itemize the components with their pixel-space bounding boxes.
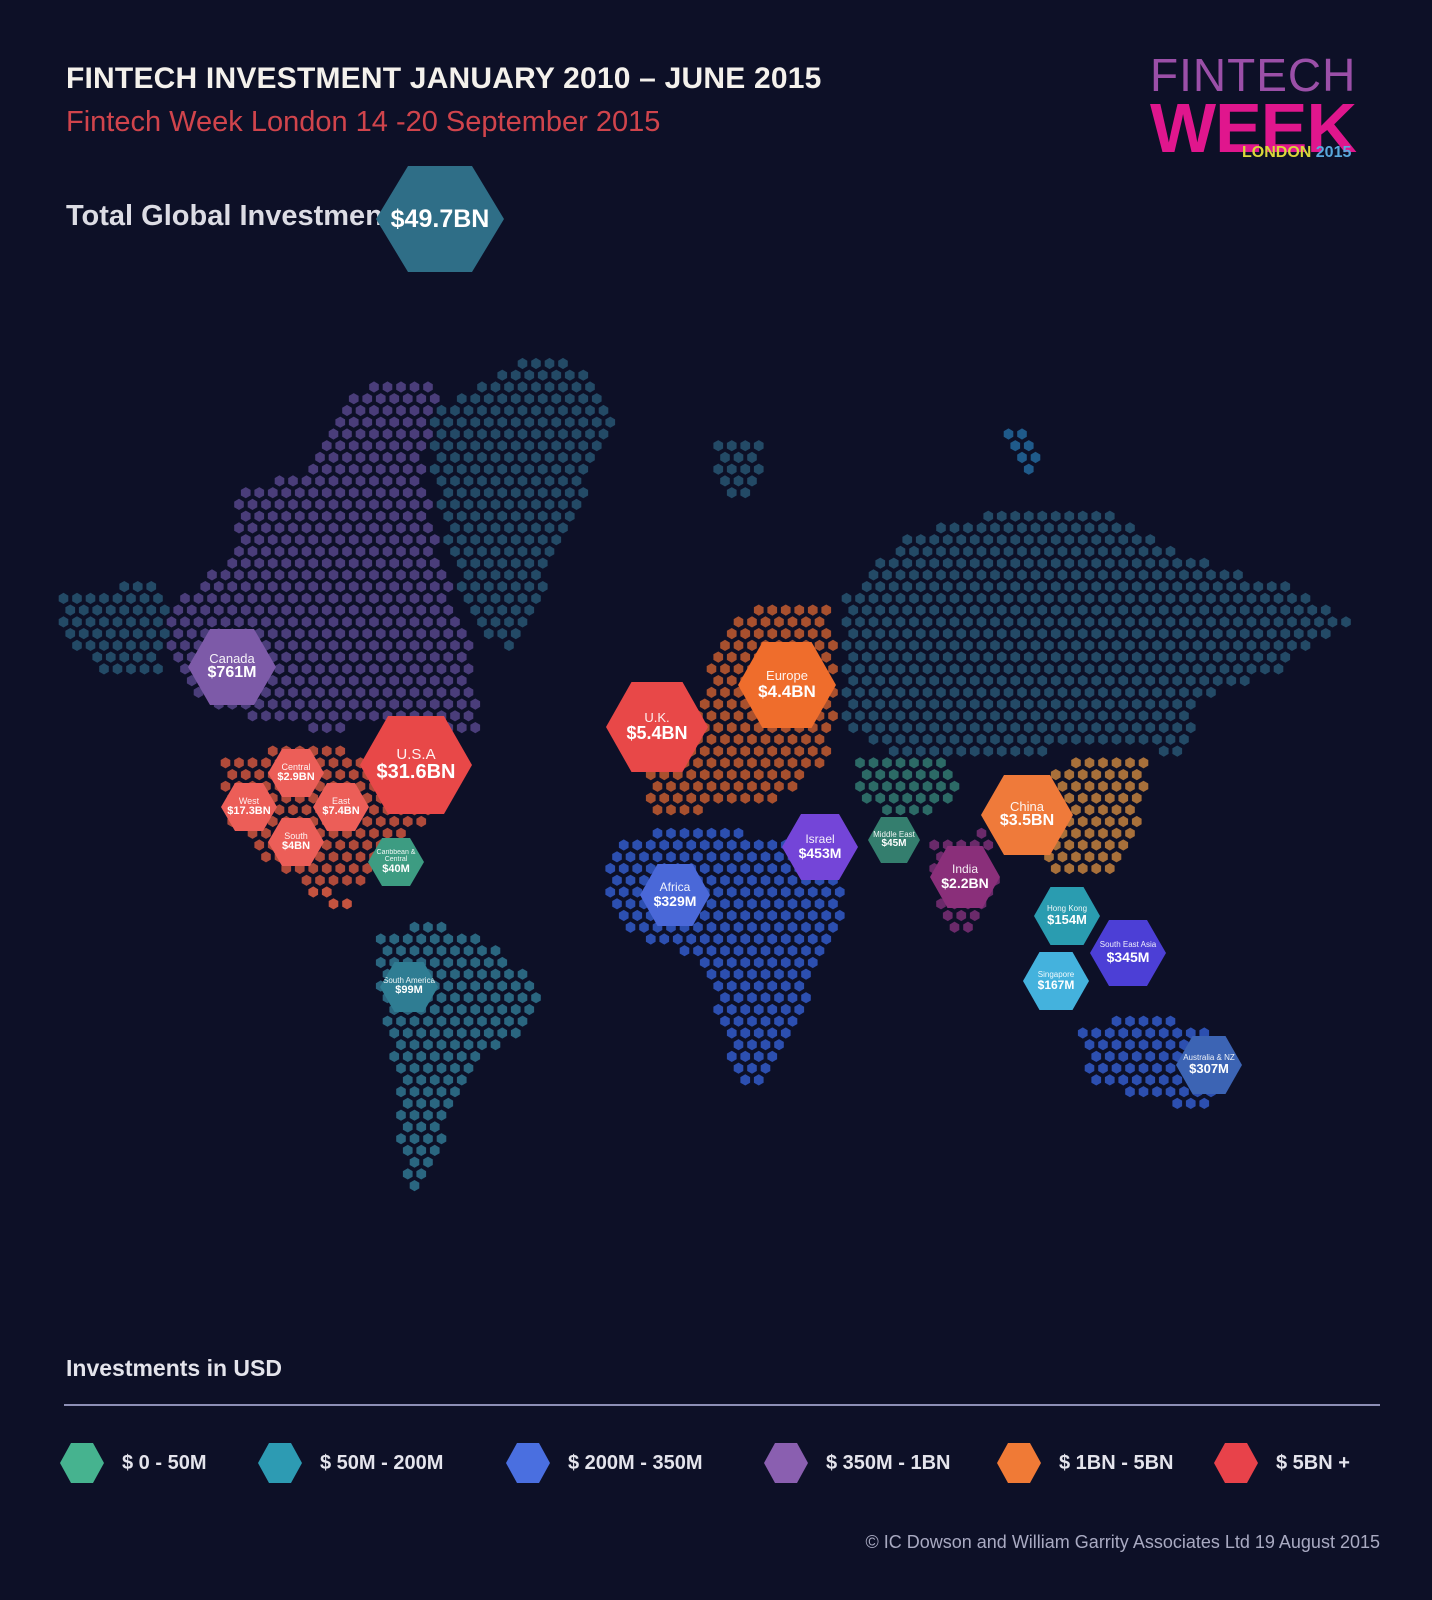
region-badge-singapore: Singapore $167M — [1023, 952, 1089, 1010]
legend-hex-icon — [997, 1443, 1041, 1483]
region-name: Hong Kong — [1046, 903, 1088, 913]
legend-label: $ 1BN - 5BN — [1059, 1451, 1174, 1474]
region-name: East — [331, 795, 350, 806]
legend-item-1bn-5bn: $ 1BN - 5BN — [997, 1440, 1173, 1486]
region-value: $345M — [1106, 948, 1150, 965]
legend-item-0-50m: $ 0 - 50M — [60, 1440, 206, 1486]
fintech-week-logo: FINTECH WEEK LONDON 2015 — [1150, 49, 1370, 167]
region-badge-hong-kong: Hong Kong $154M — [1034, 887, 1100, 945]
region-value: $167M — [1037, 977, 1075, 992]
region-name: U.S.A — [396, 745, 436, 763]
legend-divider — [64, 1404, 1380, 1406]
copyright-footer: © IC Dowson and William Garrity Associat… — [865, 1532, 1380, 1552]
logo-line-fintech: FINTECH — [1150, 49, 1357, 101]
region-name: Africa — [659, 880, 691, 895]
legend-hex-icon — [764, 1443, 808, 1483]
page-title: FINTECH INVESTMENT JANUARY 2010 – JUNE 2… — [66, 62, 822, 95]
region-value: $45M — [881, 837, 907, 849]
region-value: $2.2BN — [941, 874, 989, 891]
region-badge-caribbean-central: Caribbean & Central $40M — [368, 838, 424, 886]
page-subtitle: Fintech Week London 14 -20 September 201… — [66, 106, 661, 138]
region-badge-africa: Africa $329M — [640, 864, 710, 926]
region-name: Caribbean & Central — [376, 848, 416, 864]
region-badge-east: East $7.4BN — [313, 783, 369, 831]
region-value: $4.4BN — [758, 681, 816, 701]
region-name: Singapore — [1037, 969, 1075, 979]
region-name: China — [1010, 798, 1044, 814]
region-value: $2.9BN — [277, 770, 315, 783]
legend-hex-icon — [60, 1443, 104, 1483]
legend-hex-icon — [1214, 1443, 1258, 1483]
legend-hex-icon — [506, 1443, 550, 1483]
legend-label: $ 5BN + — [1276, 1451, 1350, 1474]
logo-line-london: LONDON 2015 — [1242, 144, 1351, 162]
region-badge-u-k: U.K. $5.4BN — [606, 682, 708, 772]
legend-label: $ 0 - 50M — [122, 1451, 207, 1474]
region-value: $329M — [653, 892, 697, 909]
region-value: $99M — [395, 984, 423, 997]
region-name: Europe — [766, 668, 808, 684]
region-name: South East Asia — [1099, 940, 1157, 950]
legend-label: $ 350M - 1BN — [826, 1451, 951, 1474]
region-value: $31.6BN — [376, 761, 456, 784]
region-name: Central — [281, 761, 311, 772]
region-name: U.K. — [644, 709, 670, 725]
region-badge-israel: Israel $453M — [782, 814, 858, 880]
legend-title: Investments in USD — [66, 1355, 282, 1381]
region-name: South America — [382, 976, 436, 986]
region-badge-south: South $4BN — [268, 818, 324, 866]
logo-london: LONDON — [1242, 144, 1312, 161]
region-name: Middle East — [873, 829, 915, 839]
region-value: $7.4BN — [322, 804, 360, 817]
region-name: Canada — [209, 650, 255, 666]
region-name: Australia & NZ — [1183, 1052, 1235, 1062]
region-value: $453M — [798, 844, 842, 861]
region-name: Israel — [805, 832, 835, 847]
region-badge-central: Central $2.9BN — [268, 749, 324, 797]
legend-item-50m-200m: $ 50M - 200M — [258, 1440, 443, 1486]
region-name: South — [284, 830, 308, 841]
legend-hex-icon — [258, 1443, 302, 1483]
logo-year: 2015 — [1315, 144, 1352, 161]
region-value: $5.4BN — [626, 723, 688, 744]
region-value: $3.5BN — [999, 812, 1055, 830]
legend-label: $ 200M - 350M — [568, 1451, 703, 1474]
legend-item-5bn-plus: $ 5BN + — [1214, 1440, 1350, 1486]
region-badge-middle-east: Middle East $45M — [868, 817, 920, 863]
legend: $ 0 - 50M $ 50M - 200M $ 200M - 350M $ 3… — [60, 1440, 1390, 1486]
region-value: $307M — [1189, 1061, 1229, 1077]
total-investment-value: $49.7BN — [390, 204, 490, 233]
region-name: India — [951, 862, 979, 877]
region-name: West — [238, 795, 260, 806]
total-investment-label: Total Global Investment — [66, 200, 393, 232]
region-value: $4BN — [281, 839, 311, 852]
region-value: $761M — [207, 664, 257, 682]
region-value: $40M — [382, 862, 410, 875]
region-badge-india: India $2.2BN — [930, 846, 1000, 908]
logo-line-week: WEEK — [1150, 89, 1357, 167]
legend-item-200m-350m: $ 200M - 350M — [506, 1440, 703, 1486]
legend-item-350m-1bn: $ 350M - 1BN — [764, 1440, 951, 1486]
total-investment-badge: $49.7BN — [376, 166, 504, 272]
world-dot-map — [58, 357, 1351, 1192]
legend-label: $ 50M - 200M — [320, 1451, 444, 1474]
region-badge-canada: Canada $761M — [188, 629, 276, 705]
region-value: $154M — [1047, 912, 1087, 928]
region-value: $17.3BN — [227, 804, 271, 817]
